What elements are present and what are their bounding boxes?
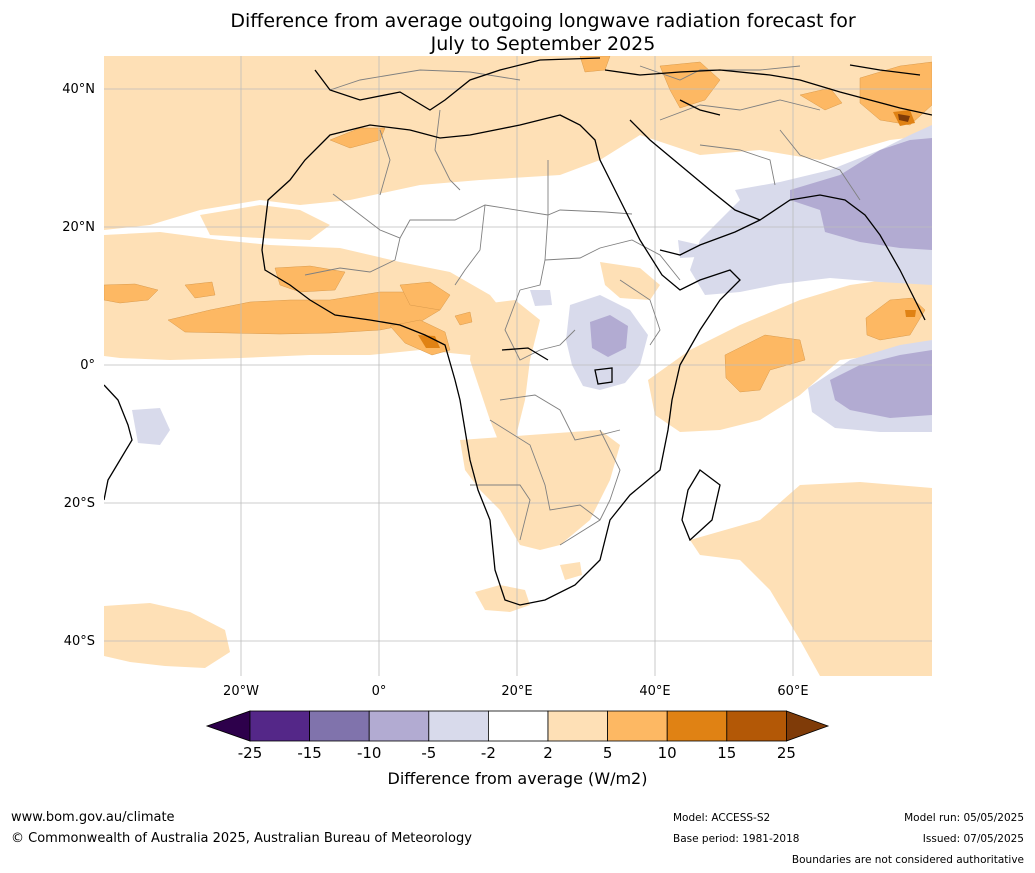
colorbar-label: Difference from average (W/m2) — [387, 769, 648, 788]
lat-label-equator: 0° — [80, 358, 95, 373]
positive-anomaly-extreme — [898, 114, 910, 122]
lon-label-20w: 20°W — [223, 684, 259, 699]
colorbar-bin — [726, 710, 787, 742]
colorbar-tick: 15 — [717, 744, 737, 762]
country-borders — [304, 65, 861, 546]
lon-label-40e: 40°E — [639, 684, 671, 699]
colorbar-tick: -5 — [421, 744, 437, 762]
colorbar-bin — [428, 710, 489, 742]
colorbar-bin — [249, 710, 310, 742]
footer-model: Model: ACCESS-S2 — [673, 812, 771, 824]
footer-copyright: © Commonwealth of Australia 2025, Austra… — [11, 831, 472, 846]
positive-anomaly-medium — [104, 56, 932, 393]
lat-label-40s: 40°S — [63, 634, 95, 649]
colorbar-extend-min — [205, 710, 251, 742]
footer-issued: Issued: 07/05/2025 — [922, 833, 1024, 845]
lat-label-40n: 40°N — [62, 82, 95, 97]
colorbar-bin — [547, 710, 608, 742]
colorbar-bin — [487, 710, 549, 742]
colorbar-tick: -2 — [480, 744, 496, 762]
colorbar-tick: -10 — [356, 744, 382, 762]
map-plot-area — [104, 56, 932, 676]
graticule — [104, 56, 932, 676]
map-title-line-2: July to September 2025 — [430, 33, 656, 55]
lon-label-0: 0° — [371, 684, 387, 699]
lon-label-60e: 60°E — [777, 684, 809, 699]
footer-model-run: Model run: 05/05/2025 — [904, 812, 1024, 824]
colorbar-bin — [607, 710, 668, 742]
lat-label-20s: 20°S — [63, 496, 95, 511]
footer-url[interactable]: www.bom.gov.au/climate — [11, 810, 175, 825]
colorbar-bin — [309, 710, 370, 742]
colorbar-tick: 10 — [657, 744, 677, 762]
colorbar-bin — [368, 710, 430, 742]
colorbar-extend-max — [786, 710, 830, 742]
lon-label-20e: 20°E — [501, 684, 533, 699]
map-title-line-1: Difference from average outgoing longwav… — [230, 10, 856, 32]
footer-disclaimer: Boundaries are not considered authoritat… — [791, 854, 1024, 866]
lat-label-20n: 20°N — [62, 220, 95, 235]
footer-base-period: Base period: 1981-2018 — [673, 833, 800, 845]
coastlines — [104, 57, 932, 606]
colorbar-tick: 25 — [776, 744, 796, 762]
colorbar — [205, 710, 830, 742]
colorbar-tick: -15 — [297, 744, 322, 762]
negative-anomaly-medium — [590, 138, 932, 418]
colorbar-tick: 5 — [602, 744, 613, 762]
colorbar-bin — [666, 710, 728, 742]
positive-anomaly-light — [104, 56, 932, 676]
colorbar-tick: -25 — [237, 744, 263, 762]
colorbar-tick: 2 — [543, 744, 553, 762]
